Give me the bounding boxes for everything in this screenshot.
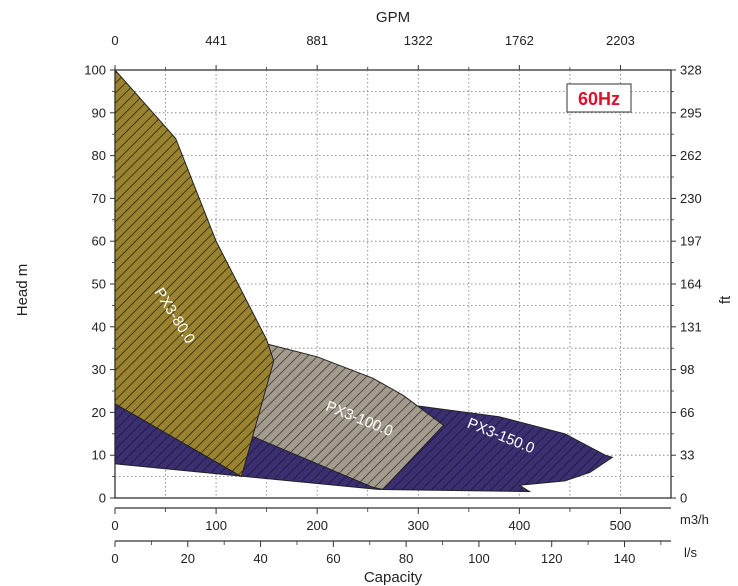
y-left-tick-label: 60 bbox=[92, 234, 106, 249]
y-right-tick-label: 262 bbox=[680, 148, 702, 163]
x-m3h-tick-label: 200 bbox=[306, 518, 328, 533]
x-top-tick-label: 2203 bbox=[606, 33, 635, 48]
m3h-unit-label: m3/h bbox=[680, 512, 709, 527]
x-m3h-tick-label: 400 bbox=[509, 518, 531, 533]
x-top-tick-label: 1762 bbox=[505, 33, 534, 48]
left-axis-title: Head m bbox=[14, 264, 31, 317]
y-right-tick-label: 230 bbox=[680, 191, 702, 206]
y-right-tick-label: 328 bbox=[680, 63, 702, 78]
x-ls-tick-label: 140 bbox=[614, 551, 636, 566]
x-ls-tick-label: 60 bbox=[326, 551, 340, 566]
y-left-tick-label: 70 bbox=[92, 191, 106, 206]
y-right-tick-label: 131 bbox=[680, 319, 702, 334]
frequency-badge: 60Hz bbox=[566, 83, 632, 113]
x-top-tick-label: 881 bbox=[306, 33, 328, 48]
x-ls-tick-label: 0 bbox=[111, 551, 118, 566]
frequency-label: 60Hz bbox=[578, 89, 620, 109]
x-ls-tick-label: 80 bbox=[399, 551, 413, 566]
x-m3h-tick-label: 100 bbox=[205, 518, 227, 533]
y-left-tick-label: 80 bbox=[92, 148, 106, 163]
y-right-tick-label: 33 bbox=[680, 448, 694, 463]
y-left-tick-label: 90 bbox=[92, 105, 106, 120]
y-right-tick-label: 164 bbox=[680, 277, 702, 292]
y-right-tick-label: 0 bbox=[680, 491, 687, 506]
y-left-tick-label: 100 bbox=[84, 63, 106, 78]
ls-unit-label: l/s bbox=[684, 545, 698, 560]
y-left-tick-label: 10 bbox=[92, 448, 106, 463]
x-ls-tick-label: 100 bbox=[468, 551, 490, 566]
capacity-axis-title: Capacity bbox=[364, 569, 423, 586]
x-top-tick-label: 441 bbox=[205, 33, 227, 48]
y-left-tick-label: 40 bbox=[92, 319, 106, 334]
y-left-tick-label: 20 bbox=[92, 405, 106, 420]
y-left-tick-label: 30 bbox=[92, 362, 106, 377]
y-right-tick-label: 295 bbox=[680, 105, 702, 120]
right-axis-title: ft bbox=[717, 295, 734, 304]
y-right-tick-label: 66 bbox=[680, 405, 694, 420]
x-ls-tick-label: 40 bbox=[253, 551, 267, 566]
x-m3h-tick-label: 300 bbox=[407, 518, 429, 533]
y-left-tick-label: 50 bbox=[92, 277, 106, 292]
y-left-tick-label: 0 bbox=[99, 491, 106, 506]
performance-areas bbox=[114, 68, 614, 493]
x-ls-tick-label: 120 bbox=[541, 551, 563, 566]
area-px3-80-0 bbox=[114, 68, 275, 478]
x-ls-tick-label: 20 bbox=[181, 551, 195, 566]
top-axis-title: GPM bbox=[376, 9, 410, 26]
x-top-tick-label: 0 bbox=[111, 33, 118, 48]
x-m3h-tick-label: 0 bbox=[111, 518, 118, 533]
x-top-tick-label: 1322 bbox=[404, 33, 433, 48]
y-right-tick-label: 98 bbox=[680, 362, 694, 377]
x-m3h-tick-label: 500 bbox=[610, 518, 632, 533]
y-right-tick-label: 197 bbox=[680, 234, 702, 249]
